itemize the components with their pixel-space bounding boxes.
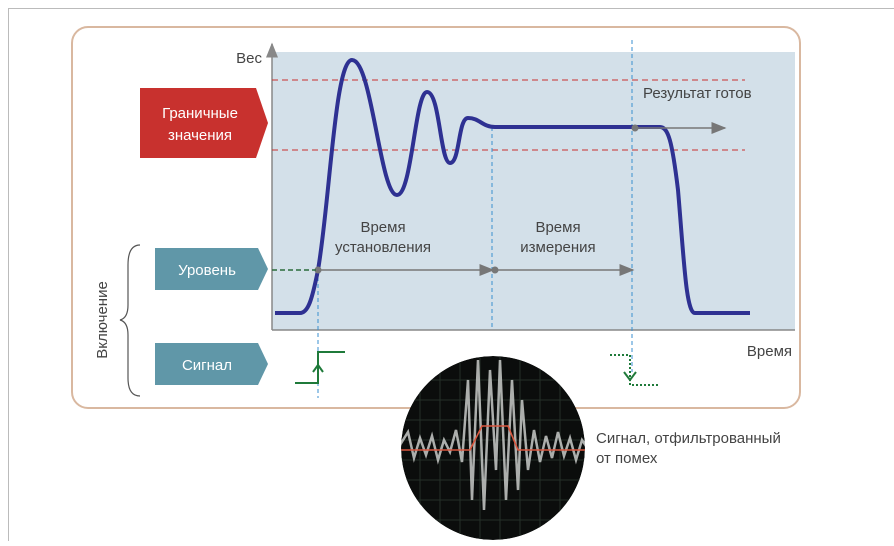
limits-label: Граничные (162, 105, 238, 122)
x-label: Время (747, 343, 792, 360)
dot (632, 125, 639, 132)
caption: Сигнал, отфильтрованный (596, 430, 781, 447)
scope-image (400, 350, 590, 541)
measuring-label: измерения (520, 239, 595, 256)
diagram: Вес Время Время установления Время измер… (0, 0, 894, 541)
level-label: Уровень (178, 262, 236, 279)
result-label: Результат готов (643, 85, 752, 102)
measuring-label: Время (535, 219, 580, 236)
brace (120, 245, 140, 396)
y-label: Вес (236, 50, 262, 67)
ready-signal (610, 355, 660, 385)
settling-label: Время (360, 219, 405, 236)
group-label: Включение (94, 281, 111, 359)
settling-label: установления (335, 239, 431, 256)
limits-label: значения (168, 127, 232, 144)
limits-tag (140, 88, 268, 158)
caption: от помех (596, 450, 658, 467)
signal-label: Сигнал (182, 357, 232, 374)
dot (492, 267, 499, 274)
